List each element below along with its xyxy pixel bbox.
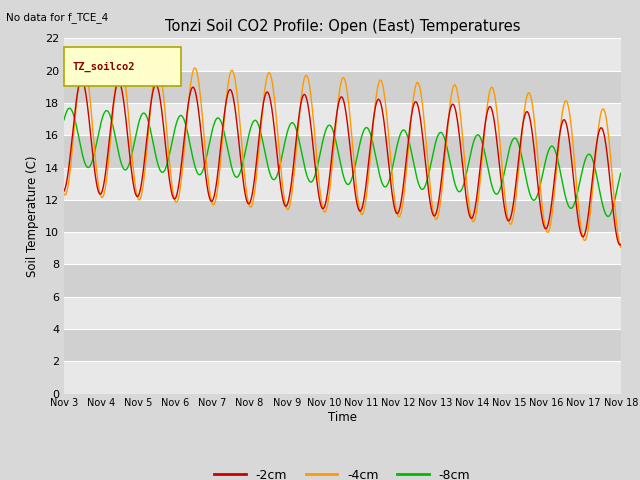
Bar bbox=[64, 361, 621, 394]
Text: No data for f_TCE_4: No data for f_TCE_4 bbox=[6, 12, 109, 23]
Bar bbox=[64, 168, 621, 200]
Bar bbox=[64, 264, 621, 297]
Bar bbox=[64, 232, 621, 264]
Text: TZ_soilco2: TZ_soilco2 bbox=[72, 62, 135, 72]
Bar bbox=[64, 71, 621, 103]
Bar bbox=[64, 103, 621, 135]
Bar bbox=[64, 200, 621, 232]
X-axis label: Time: Time bbox=[328, 411, 357, 424]
Bar bbox=[64, 38, 621, 71]
FancyBboxPatch shape bbox=[64, 47, 181, 86]
Legend: -2cm, -4cm, -8cm: -2cm, -4cm, -8cm bbox=[209, 464, 476, 480]
Title: Tonzi Soil CO2 Profile: Open (East) Temperatures: Tonzi Soil CO2 Profile: Open (East) Temp… bbox=[164, 20, 520, 35]
Bar bbox=[64, 135, 621, 168]
Bar bbox=[64, 297, 621, 329]
Bar bbox=[64, 329, 621, 361]
Y-axis label: Soil Temperature (C): Soil Temperature (C) bbox=[26, 155, 39, 277]
